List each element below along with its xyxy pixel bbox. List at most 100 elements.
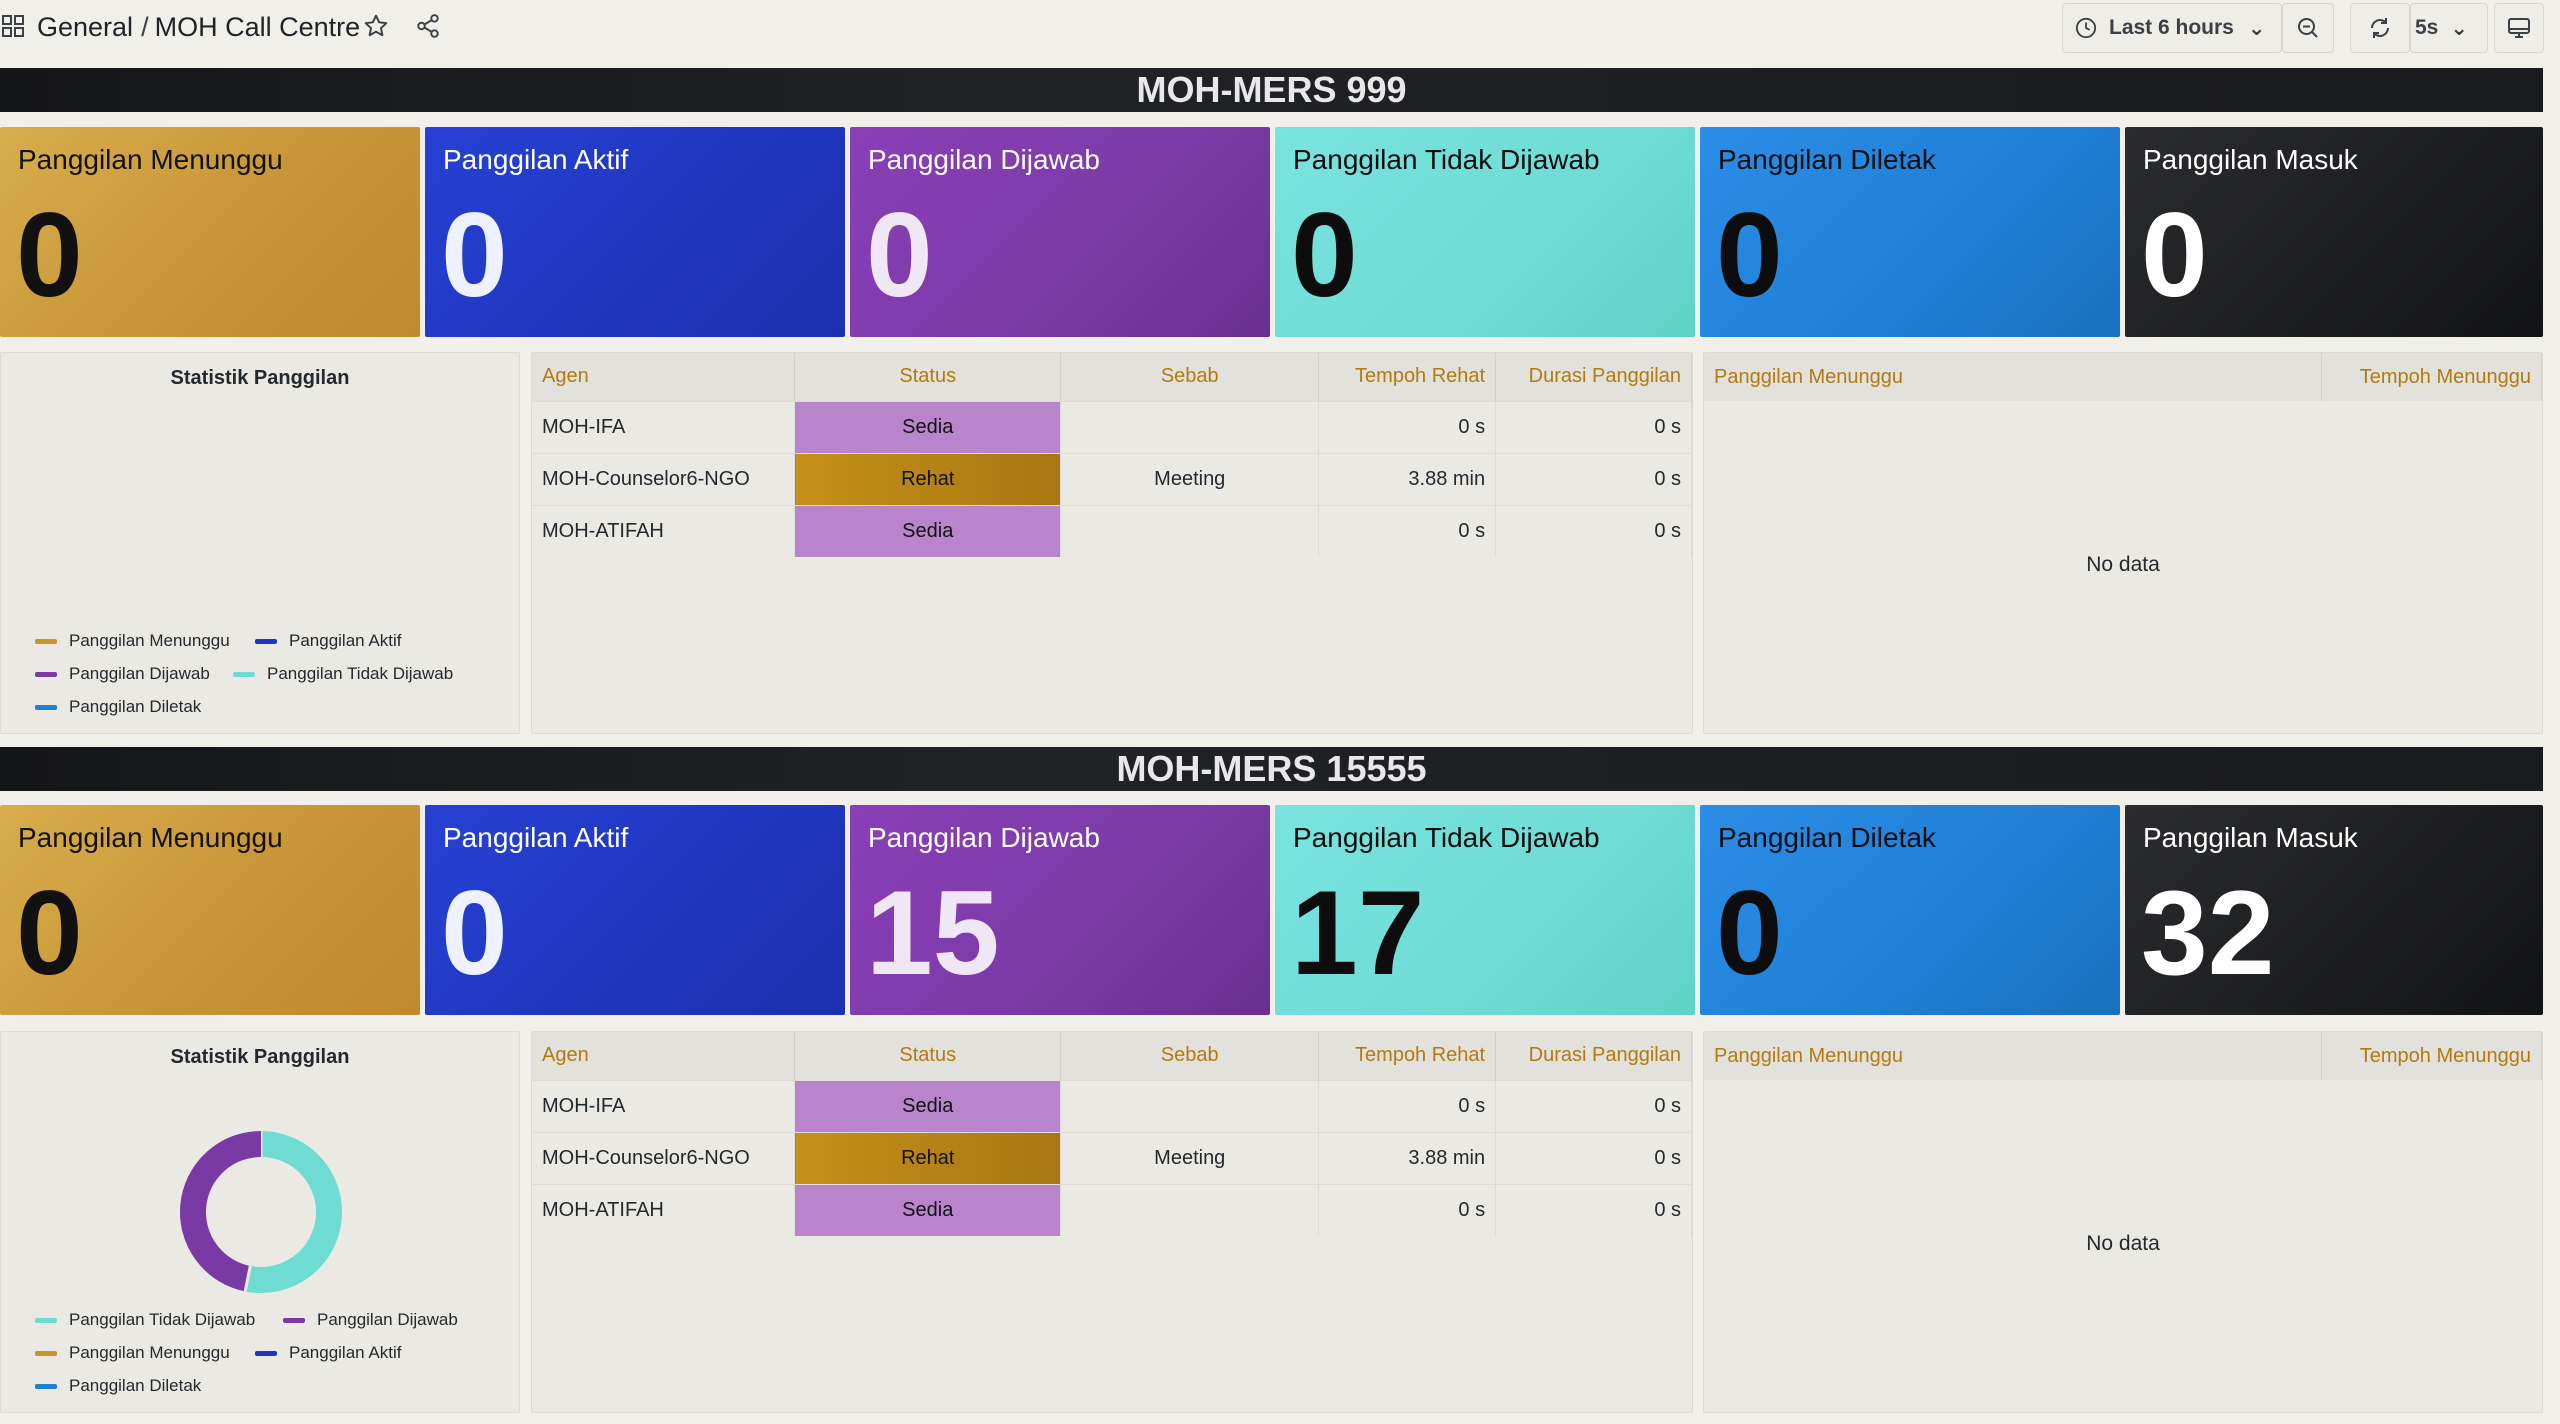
dashboard-title[interactable]: MOH Call Centre — [154, 12, 361, 42]
column-header-reason[interactable]: Sebab — [1060, 1032, 1320, 1080]
star-icon[interactable] — [363, 13, 389, 39]
status-badge: Sedia — [794, 400, 1062, 453]
call-duration-cell: 0 s — [1495, 504, 1692, 557]
legend-item[interactable]: Panggilan Diletak — [35, 697, 201, 717]
stat-value: 0 — [866, 188, 933, 322]
stat-value: 17 — [1291, 866, 1425, 1000]
call-duration-cell: 0 s — [1495, 452, 1692, 505]
stat-value: 32 — [2141, 866, 2275, 1000]
stat-value: 0 — [1716, 866, 1783, 1000]
legend-item[interactable]: Panggilan Aktif — [255, 631, 401, 651]
column-header-call-duration[interactable]: Durasi Panggilan — [1495, 1032, 1692, 1080]
donut-chart — [180, 1131, 342, 1293]
share-icon[interactable] — [415, 13, 441, 39]
legend-label: Panggilan Diletak — [69, 1376, 202, 1395]
refresh-interval-picker[interactable]: 5s ⌄ — [2410, 3, 2488, 53]
column-header-call-duration[interactable]: Durasi Panggilan — [1495, 353, 1692, 401]
table-row: MOH-Counselor6-NGO Rehat Meeting 3.88 mi… — [532, 452, 1692, 505]
legend-item[interactable]: Panggilan Menunggu — [35, 1343, 230, 1363]
legend-swatch — [35, 704, 57, 710]
stat-label: Panggilan Aktif — [443, 144, 629, 175]
column-header-waiting-call[interactable]: Panggilan Menunggu — [1704, 353, 2323, 401]
legend-swatch — [35, 638, 57, 644]
top-navbar: General / MOH Call Centre Last 6 hours ⌄ 5… — [0, 0, 2560, 56]
row-header[interactable]: MOH-MERS 15555 — [0, 747, 2543, 791]
legend-item[interactable]: Panggilan Menunggu — [35, 631, 230, 651]
waiting-queue-panel: Panggilan Menunggu Tempoh Menunggu No da… — [1703, 352, 2543, 734]
column-header-agent[interactable]: Agen — [532, 353, 796, 401]
column-header-status[interactable]: Status — [794, 353, 1062, 401]
legend-swatch — [35, 1317, 57, 1323]
status-badge: Rehat — [794, 1131, 1062, 1184]
table-row: MOH-ATIFAH Sedia 0 s 0 s — [532, 504, 1692, 557]
legend-label: Panggilan Aktif — [289, 1343, 402, 1362]
monitor-icon — [2508, 18, 2530, 38]
stat-label: Panggilan Aktif — [443, 822, 629, 853]
stat-label: Panggilan Masuk — [2143, 822, 2358, 853]
breadcrumb: General / MOH Call Centre — [37, 10, 360, 44]
stat-panel-answered: Panggilan Dijawab 0 — [850, 127, 1270, 337]
legend-item[interactable]: Panggilan Aktif — [255, 1343, 401, 1363]
donut-chart — [161, 453, 361, 653]
legend-label: Panggilan Menunggu — [69, 631, 230, 650]
zoom-out-button[interactable] — [2282, 3, 2334, 53]
stat-label: Panggilan Tidak Dijawab — [1293, 144, 1600, 175]
stat-value: 0 — [441, 188, 508, 322]
legend-label: Panggilan Aktif — [289, 631, 402, 650]
stat-panel-unanswered: Panggilan Tidak Dijawab 17 — [1275, 805, 1695, 1015]
panel-title: Statistik Panggilan — [170, 1046, 350, 1068]
legend-item[interactable]: Panggilan Dijawab — [283, 1310, 458, 1330]
legend-item[interactable]: Panggilan Diletak — [35, 1376, 201, 1396]
tv-mode-button[interactable] — [2494, 3, 2544, 53]
legend-label: Panggilan Diletak — [69, 697, 202, 716]
time-range-picker[interactable]: Last 6 hours ⌄ — [2062, 3, 2282, 53]
table-header-row: Agen Status Sebab Tempoh Rehat Durasi Pa… — [532, 353, 1692, 401]
stat-panel-dropped: Panggilan Diletak 0 — [1700, 127, 2120, 337]
break-time-cell: 3.88 min — [1318, 452, 1497, 505]
legend-item[interactable]: Panggilan Dijawab — [35, 664, 210, 684]
column-header-waiting-call[interactable]: Panggilan Menunggu — [1704, 1032, 2323, 1080]
apps-grid-icon[interactable] — [2, 15, 24, 37]
agent-status-panel: Agen Status Sebab Tempoh Rehat Durasi Pa… — [531, 352, 1693, 734]
status-badge: Sedia — [794, 1079, 1062, 1132]
stat-value: 0 — [16, 188, 83, 322]
table-header-row: Agen Status Sebab Tempoh Rehat Durasi Pa… — [532, 1032, 1692, 1080]
stat-panel-waiting: Panggilan Menunggu 0 — [0, 805, 420, 1015]
stat-panel-active: Panggilan Aktif 0 — [425, 127, 845, 337]
donut-slice[interactable] — [180, 1131, 262, 1292]
call-duration-cell: 0 s — [1495, 1131, 1692, 1184]
refresh-button[interactable] — [2350, 3, 2410, 53]
stat-value: 0 — [16, 866, 83, 1000]
column-header-reason[interactable]: Sebab — [1060, 353, 1320, 401]
reason-cell — [1060, 1079, 1320, 1132]
breadcrumb-folder[interactable]: General — [37, 12, 134, 42]
table-header-row: Panggilan Menunggu Tempoh Menunggu — [1704, 353, 2542, 401]
legend-swatch — [35, 1383, 57, 1389]
legend-item[interactable]: Panggilan Tidak Dijawab — [233, 664, 453, 684]
stat-label: Panggilan Masuk — [2143, 144, 2358, 175]
column-header-wait-time[interactable]: Tempoh Menunggu — [2321, 353, 2542, 401]
stat-label: Panggilan Dijawab — [868, 144, 1100, 175]
legend-item[interactable]: Panggilan Tidak Dijawab — [35, 1310, 255, 1330]
stat-panel-unanswered: Panggilan Tidak Dijawab 0 — [1275, 127, 1695, 337]
row-header[interactable]: MOH-MERS 999 — [0, 68, 2543, 112]
column-header-agent[interactable]: Agen — [532, 1032, 796, 1080]
stat-panel-incoming: Panggilan Masuk 0 — [2125, 127, 2543, 337]
donut-slice[interactable] — [245, 1131, 342, 1293]
reason-cell — [1060, 1183, 1320, 1236]
legend-label: Panggilan Dijawab — [317, 1310, 458, 1329]
stat-value: 0 — [441, 866, 508, 1000]
column-header-wait-time[interactable]: Tempoh Menunggu — [2321, 1032, 2542, 1080]
legend-swatch — [255, 1350, 277, 1356]
column-header-status[interactable]: Status — [794, 1032, 1062, 1080]
reason-cell — [1060, 504, 1320, 557]
break-time-cell: 0 s — [1318, 400, 1497, 453]
stat-panel-waiting: Panggilan Menunggu 0 — [0, 127, 420, 337]
stat-label: Panggilan Diletak — [1718, 822, 1936, 853]
column-header-break-time[interactable]: Tempoh Rehat — [1318, 353, 1497, 401]
clock-icon — [2075, 17, 2097, 39]
stat-value: 15 — [866, 866, 1000, 1000]
column-header-break-time[interactable]: Tempoh Rehat — [1318, 1032, 1497, 1080]
panel-title: Statistik Panggilan — [170, 367, 350, 389]
stat-value: 0 — [2141, 188, 2208, 322]
